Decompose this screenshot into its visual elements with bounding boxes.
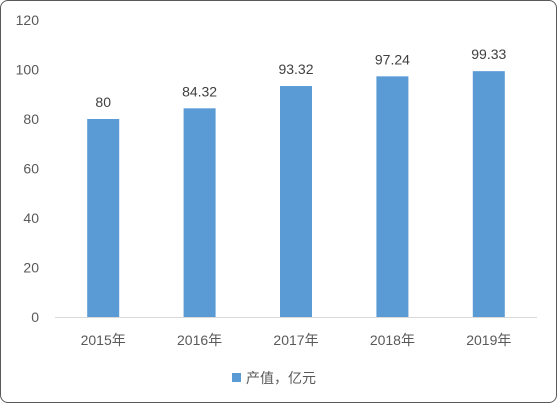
data-label: 84.32 (182, 83, 217, 99)
x-axis: 2015年 2016年 2017年 2018年 2019年 (81, 332, 512, 348)
data-label: 80 (95, 94, 111, 110)
x-tick-label: 2015年 (81, 332, 126, 348)
legend-label: 产值，亿元 (246, 370, 316, 386)
legend: 产值，亿元 (232, 370, 316, 386)
y-tick-label: 60 (23, 161, 39, 177)
bar (472, 71, 505, 317)
y-tick-label: 120 (16, 12, 40, 28)
bar (280, 86, 312, 318)
y-tick-label: 20 (23, 260, 39, 276)
bar-series (87, 71, 505, 318)
bar (87, 119, 120, 317)
x-tick-label: 2018年 (370, 332, 415, 348)
y-tick-label: 0 (31, 309, 39, 325)
x-tick-label: 2019年 (466, 332, 511, 348)
legend-swatch (232, 373, 241, 382)
bar (183, 108, 216, 317)
data-label: 93.32 (278, 61, 313, 77)
y-tick-label: 40 (23, 210, 39, 226)
x-tick-label: 2016年 (177, 332, 222, 348)
y-tick-label: 100 (16, 62, 40, 78)
data-labels: 80 84.32 93.32 97.24 99.33 (95, 46, 506, 110)
data-label: 97.24 (375, 51, 410, 67)
y-tick-label: 80 (23, 111, 39, 127)
data-label: 99.33 (471, 46, 506, 62)
x-tick-label: 2017年 (273, 332, 318, 348)
y-axis: 0 20 40 60 80 100 120 (16, 12, 40, 325)
bar (376, 76, 409, 318)
